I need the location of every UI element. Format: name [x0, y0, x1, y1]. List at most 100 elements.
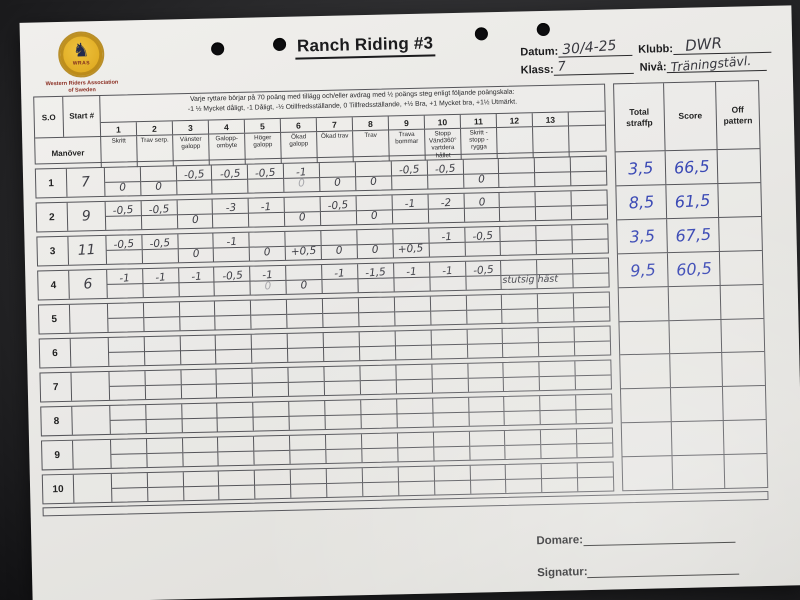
so-cell: 1 — [48, 177, 55, 189]
maneuver-label — [497, 127, 534, 159]
maneuver-score-cell — [145, 438, 183, 468]
score-value-handwritten: 0 — [333, 176, 342, 190]
header-fields: Datum: 30/4-25 Klubb: DWR Klass: 7 Nivå:… — [520, 34, 783, 82]
totals-grid: Total straffp Score Off pattern 3,5 66,5 8,5… — [613, 80, 769, 492]
maneuver-score-cell: -0,5 — [390, 160, 428, 190]
maneuver-score-cell: 0 — [285, 265, 322, 294]
maneuver-score-cell — [360, 433, 398, 463]
score-bottom-half — [217, 382, 253, 398]
score-value-handwritten: -3 — [224, 201, 237, 215]
score-bottom-half — [143, 315, 180, 332]
score-bottom-half — [535, 170, 571, 187]
score-value-handwritten: -0,5 — [113, 237, 135, 252]
maneuver-score-cell: -1,5 — [356, 263, 394, 293]
score-bottom-half — [323, 345, 360, 362]
wras-org-name: Western Riders Association of Sweden — [45, 79, 119, 94]
score-top-half — [500, 192, 535, 206]
maneuver-score-cell — [431, 397, 469, 427]
score-bottom-half — [466, 308, 502, 324]
start-number-handwritten: 11 — [77, 241, 97, 259]
score-value-handwritten: 0 — [192, 247, 200, 261]
maneuver-score-cell — [109, 439, 147, 468]
score-bottom-half — [251, 313, 287, 329]
score-top-half — [105, 167, 140, 181]
maneuver-score-cell — [106, 303, 144, 332]
maneuver-score-cell — [324, 434, 362, 464]
score-top-half — [572, 225, 607, 239]
maneuver-score-cell: -1 — [428, 261, 466, 291]
score-bottom-half — [540, 408, 576, 425]
maneuver-score-cell — [534, 191, 572, 221]
score-bottom-half — [361, 412, 397, 429]
score-bottom-half — [467, 342, 503, 358]
score-value-handwritten: -0,5 — [183, 167, 205, 182]
total-straffp-value — [619, 320, 671, 355]
score-value-handwritten: -1 — [404, 197, 416, 211]
score-value — [669, 319, 723, 354]
column-number: 5 — [244, 118, 282, 133]
score-bottom-half: +0,5 — [285, 244, 321, 260]
score-bottom-half — [571, 204, 608, 220]
maneuver-score-cell: 0 — [356, 229, 393, 259]
score-top-half — [577, 428, 612, 442]
score-top-half — [362, 433, 397, 447]
totals-row-8 — [620, 386, 766, 424]
score-bottom-half: 0 — [355, 174, 392, 191]
score-bottom-half — [575, 374, 611, 390]
score-value-handwritten: 0 — [335, 244, 343, 258]
maneuver-score-cell: -1 — [177, 267, 215, 297]
score-top-half — [320, 162, 355, 176]
maneuver-score-cell — [215, 368, 253, 398]
score-value-handwritten: -1 — [118, 271, 131, 285]
score-top-half: -1 — [284, 163, 319, 179]
maneuver-label: Stopp Vänd360° vartdera hållet — [425, 128, 462, 161]
so-cell: 7 — [52, 381, 59, 393]
domare-label: Domare: — [536, 534, 584, 548]
score-top-half — [324, 366, 359, 380]
score-value — [670, 353, 723, 388]
score-top-half — [146, 404, 181, 418]
totals-row-4: 9,5 60,5 — [617, 250, 763, 288]
score-top-half — [144, 302, 179, 316]
score-bottom-half — [182, 450, 218, 467]
score-bottom-half — [219, 484, 255, 500]
maneuver-score-cell: -1 — [427, 227, 465, 257]
total-straffp-value — [620, 388, 672, 423]
score-top-half: -0,5 — [142, 234, 177, 251]
handwritten-total-straffp-value: 9,5 — [629, 259, 657, 281]
score-bottom-half — [325, 413, 361, 429]
score-top-half — [575, 327, 610, 341]
score-top-half — [181, 369, 216, 383]
score-bottom-half — [322, 277, 358, 294]
score-bottom-half — [287, 312, 323, 328]
score-bottom-half: 0 — [286, 278, 322, 294]
score-top-half: -1,5 — [358, 263, 393, 280]
maneuver-score-cell — [537, 327, 575, 357]
score-top-half: -1 — [394, 263, 429, 278]
start-number-cell — [70, 371, 109, 401]
so-cell: 2 — [48, 211, 55, 223]
maneuver-score-cell: -0,5 — [140, 200, 177, 230]
so-cell: 5 — [51, 313, 58, 325]
maneuver-score-cell — [576, 428, 613, 458]
score-top-half — [466, 295, 501, 309]
maneuver-score-cell: 0 — [139, 166, 176, 196]
score-top-half — [325, 400, 360, 414]
score-bottom-half — [252, 347, 288, 363]
score-top-half — [395, 297, 430, 311]
so-cell: 4 — [50, 279, 57, 291]
maneuver-score-cell — [146, 472, 183, 502]
main-grid: S.O Start # Varje ryttare börjar på 70 p… — [33, 83, 615, 505]
score-top-half — [575, 361, 610, 375]
score-top-half — [182, 437, 217, 451]
score-bottom-half — [182, 416, 218, 433]
score-top-half — [140, 166, 175, 180]
score-bottom-half — [214, 280, 250, 296]
score-bottom-half — [468, 376, 504, 392]
column-number: 8 — [352, 116, 390, 131]
score-bottom-half — [141, 213, 177, 230]
maneuver-score-cell: -1 0 — [249, 265, 286, 295]
score-bottom-half — [253, 415, 289, 431]
score-top-half — [504, 362, 539, 376]
score-value — [671, 421, 725, 456]
